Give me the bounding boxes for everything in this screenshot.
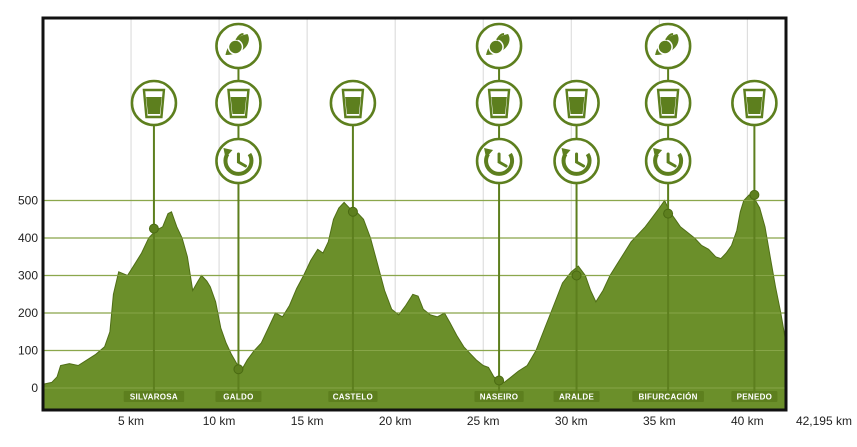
waypoint-label: CASTELO <box>333 393 373 402</box>
food-icon <box>215 22 262 70</box>
elevation-area-fill <box>43 194 786 410</box>
waypoint-label-box <box>553 391 600 402</box>
waypoint-marker <box>494 375 505 386</box>
waypoint-galdo: GALDO <box>215 22 262 402</box>
waypoint-label: SILVAROSA <box>130 393 178 402</box>
x-tick-label: 15 km <box>291 414 324 428</box>
waypoint-marker <box>749 189 760 200</box>
drink-icon <box>553 79 600 127</box>
clock-icon <box>553 137 600 185</box>
waypoint-label: PENEDO <box>737 393 773 402</box>
y-tick-label: 0 <box>31 381 38 395</box>
waypoint-marker <box>233 364 244 375</box>
x-axis-ticks: 5 km 10 km 15 km 20 km 25 km 30 km 35 km 40 km 4… <box>118 414 852 428</box>
waypoint-label-box <box>632 391 704 402</box>
drink-icon <box>731 79 778 127</box>
x-tick-label: 5 km <box>118 414 144 428</box>
y-axis-ticks: 0 100 200 300 400 500 <box>18 194 38 396</box>
clock-icon <box>215 137 262 185</box>
waypoint-marker <box>148 223 159 234</box>
food-icon <box>475 22 523 70</box>
waypoint-aralde: ARALDE <box>553 79 600 402</box>
food-icon <box>644 22 692 70</box>
waypoint-marker <box>347 206 358 217</box>
y-tick-label: 500 <box>18 194 38 208</box>
y-tick-label: 400 <box>18 231 38 245</box>
waypoint-label-box <box>215 391 262 402</box>
clock-icon <box>475 137 523 185</box>
waypoint-naseiro: NASEIRO <box>474 22 524 402</box>
plot-border <box>41 16 788 412</box>
x-tick-label: 35 km <box>643 414 676 428</box>
drink-icon <box>130 79 178 127</box>
drink-icon <box>644 79 692 127</box>
drink-icon <box>329 79 377 127</box>
x-tick-label: 10 km <box>203 414 236 428</box>
waypoint-label: GALDO <box>223 393 253 402</box>
waypoint-marker <box>571 270 582 281</box>
waypoint-label: ARALDE <box>559 393 594 402</box>
waypoint-marker <box>663 208 674 219</box>
waypoint-bifurcación: BIFURCACIÓN <box>632 22 704 402</box>
x-tick-label: 25 km <box>467 414 500 428</box>
elevation-area <box>43 194 786 410</box>
waypoints: SILVAROSA GALDO CASTELO NASEIRO ARALDE BIFURC… <box>123 22 778 402</box>
waypoint-label: BIFURCACIÓN <box>638 393 697 402</box>
waypoint-label-box <box>123 391 185 402</box>
x-tick-label: 30 km <box>555 414 588 428</box>
y-tick-label: 200 <box>18 306 38 320</box>
y-tick-label: 300 <box>18 269 38 283</box>
waypoint-penedo: PENEDO <box>731 79 778 402</box>
drink-icon <box>215 79 262 127</box>
drink-icon <box>475 79 523 127</box>
clock-icon <box>644 137 692 185</box>
waypoint-silvarosa: SILVAROSA <box>123 79 185 402</box>
x-tick-label: 20 km <box>379 414 412 428</box>
x-tick-label: 42,195 km <box>796 414 852 428</box>
waypoint-label-box <box>328 391 378 402</box>
waypoint-castelo: CASTELO <box>328 79 378 402</box>
waypoint-label-box <box>474 391 524 402</box>
chart-frame <box>41 16 788 412</box>
x-tick-label: 40 km <box>731 414 764 428</box>
y-tick-label: 100 <box>18 344 38 358</box>
waypoint-label-box <box>731 391 778 402</box>
waypoint-label: NASEIRO <box>480 393 519 402</box>
